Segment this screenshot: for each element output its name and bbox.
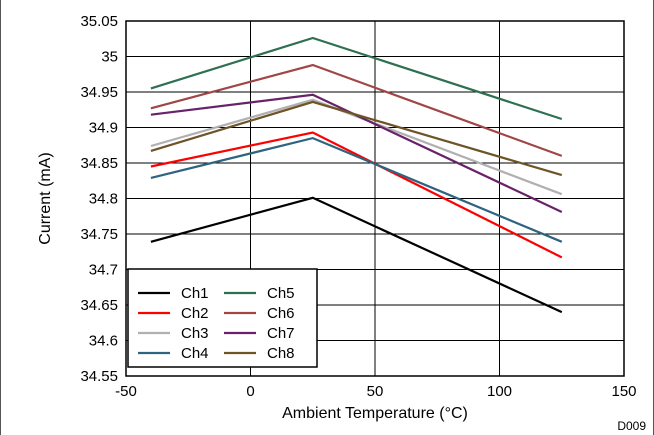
y-tick-label: 34.8 (89, 191, 118, 208)
legend-label: Ch5 (267, 285, 295, 302)
x-tick-label: 50 (367, 383, 384, 400)
series-line-ch5 (150, 36, 563, 121)
legend-box (127, 268, 318, 368)
y-tick-label: 34.85 (80, 155, 118, 172)
series-line-ch4 (150, 136, 563, 243)
x-tick-label: 0 (246, 383, 254, 400)
series-line-ch7 (150, 93, 563, 213)
series-lines (150, 36, 563, 314)
y-tick-label: 34.9 (89, 120, 118, 137)
series-line-ch2 (150, 131, 563, 259)
y-axis-label: Current (mA) (37, 152, 54, 244)
legend-label: Ch3 (181, 325, 209, 342)
legend-label: Ch7 (267, 325, 295, 342)
x-tick-label: 100 (487, 383, 512, 400)
legend-label: Ch6 (267, 305, 295, 322)
legend-label: Ch4 (181, 345, 209, 362)
x-axis-label: Ambient Temperature (°C) (282, 405, 468, 422)
y-tick-label: 34.75 (80, 226, 118, 243)
y-tick-labels: 34.55 34.6 34.65 34.7 34.75 34.8 34.85 34.9 34.9… (80, 13, 118, 385)
series-line-ch3 (150, 98, 563, 196)
figure-code: D009 (617, 419, 646, 433)
x-tick-label: -50 (115, 383, 137, 400)
y-tick-label: 35 (101, 49, 118, 66)
legend: Ch1 Ch2 Ch3 Ch4 Ch5 Ch6 Ch7 Ch8 (127, 268, 318, 368)
legend-label: Ch2 (181, 305, 209, 322)
legend-label: Ch8 (267, 345, 295, 362)
plot-frame (125, 20, 625, 377)
y-tick-label: 34.95 (80, 84, 118, 101)
legend-label: Ch1 (181, 285, 209, 302)
x-tick-labels: -50 0 50 100 150 (115, 383, 636, 400)
series-line-ch6 (150, 63, 563, 157)
y-tick-label: 34.7 (89, 262, 118, 279)
y-tick-label: 34.65 (80, 297, 118, 314)
y-tick-label: 34.6 (89, 333, 118, 350)
y-tick-label: 34.55 (80, 368, 118, 385)
series-line-ch1 (150, 196, 563, 314)
series-line-ch8 (150, 100, 563, 177)
x-tick-label: 150 (611, 383, 636, 400)
y-tick-label: 35.05 (80, 13, 118, 30)
